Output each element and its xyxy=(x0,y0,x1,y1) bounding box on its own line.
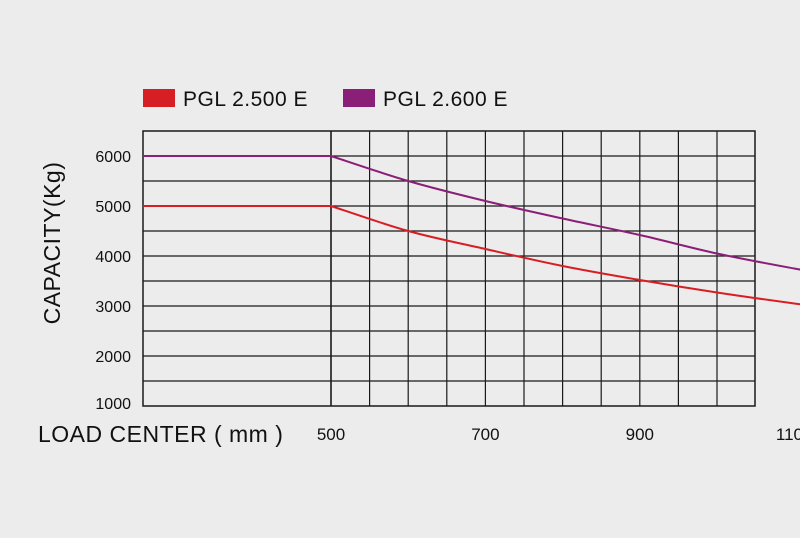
legend-swatch xyxy=(143,89,175,107)
legend-swatch xyxy=(343,89,375,107)
y-tick-label: 5000 xyxy=(95,199,131,216)
y-axis-ticks: 1000 2000 3000 4000 5000 6000 xyxy=(95,149,131,413)
y-tick-label: 2000 xyxy=(95,349,131,366)
y-axis-label: CAPACITY(Kg) xyxy=(39,162,65,325)
series-line-1 xyxy=(143,155,800,271)
y-tick-label: 6000 xyxy=(95,149,131,166)
y-tick-label: 4000 xyxy=(95,249,131,266)
x-tick-label: 700 xyxy=(471,425,499,444)
series-line-0 xyxy=(143,205,800,306)
chart-grid xyxy=(142,130,756,407)
legend: PGL 2.500 E PGL 2.600 E xyxy=(143,88,508,111)
x-axis-ticks: 500700900110013001500 xyxy=(317,425,800,444)
x-axis-label: LOAD CENTER ( mm ) xyxy=(38,421,283,447)
y-tick-label: 1000 xyxy=(95,396,131,413)
y-tick-label: 3000 xyxy=(95,299,131,316)
legend-item-1: PGL 2.600 E xyxy=(343,88,508,111)
legend-label: PGL 2.600 E xyxy=(383,88,508,111)
legend-item-0: PGL 2.500 E xyxy=(143,88,308,111)
series-layer xyxy=(143,155,800,306)
x-tick-label: 1100 xyxy=(776,425,800,444)
legend-label: PGL 2.500 E xyxy=(183,88,308,111)
x-tick-label: 900 xyxy=(626,425,654,444)
x-tick-label: 500 xyxy=(317,425,345,444)
plot-frame xyxy=(142,130,756,407)
